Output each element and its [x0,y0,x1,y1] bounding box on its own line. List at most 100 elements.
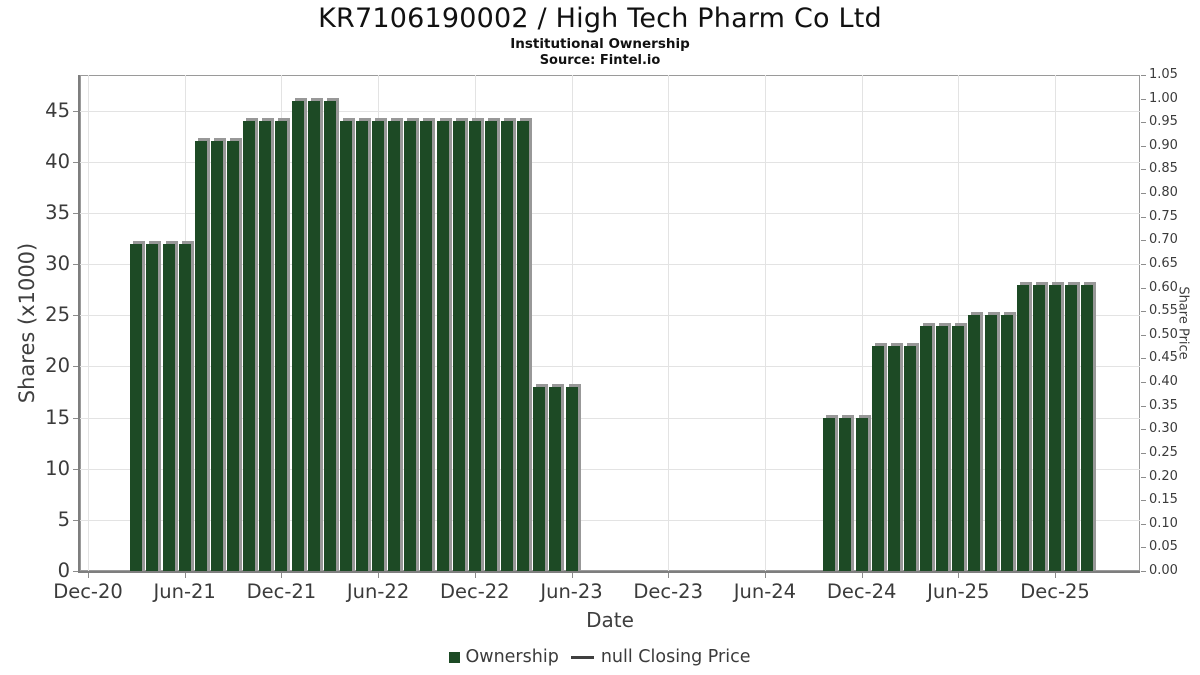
ownership-bar [968,315,981,571]
v-gridline [668,75,670,571]
y-axis-tick-label: 30 [45,252,70,276]
x-axis-tick-label: Dec-22 [440,580,510,603]
y-axis-tick-label: 15 [45,405,70,429]
ownership-bar [1081,284,1094,571]
right-axis-tick-label: 0.25 [1149,444,1178,460]
x-axis-tick [764,573,766,578]
ownership-bar [355,121,368,571]
h-gridline [80,161,1140,163]
ownership-bar [130,243,143,571]
ownership-bar [501,121,514,571]
right-axis-tick [1141,98,1146,100]
y-axis-tick-label: 40 [45,149,70,173]
x-axis-tick-label: Jun-25 [927,580,990,603]
right-axis-tick [1141,169,1146,171]
plot-area: 0 5 10 15 20 25 30 35 40 45 Dec-20 Jun-21 Dec-21 Jun-… [45,67,1178,603]
right-axis-tick-label: 0.75 [1149,208,1178,224]
right-axis-tick-label: 0.60 [1149,279,1178,295]
x-axis-tick [958,573,960,578]
v-gridline [764,75,766,571]
x-axis-tick-label: Dec-23 [633,580,703,603]
y-axis-tick [73,264,78,266]
ownership-bar [1000,315,1013,571]
y-axis-tick-label: 5 [57,507,70,531]
ownership-bar [404,121,417,571]
y-axis-tick [73,366,78,368]
right-axis-tick [1141,75,1146,76]
ownership-bar [952,325,965,571]
right-axis-tick-label: 0.20 [1149,468,1178,484]
y-axis-tick [73,571,78,572]
right-axis-tick [1141,240,1146,242]
ownership-legend-swatch-icon [449,651,461,663]
legend-ownership-label: Ownership [465,647,559,667]
y-axis-tick [73,468,78,470]
right-axis-tick-label: 0.70 [1149,232,1178,248]
right-axis-tick [1141,145,1146,147]
ownership-bar [823,417,836,571]
ownership-bar [452,121,465,571]
y-axis-tick-label: 10 [45,456,70,480]
chart-source: Source: Fintel.io [539,53,661,68]
x-axis-tick-label: Jun-22 [346,580,410,603]
right-axis-tick-label: 0.80 [1149,185,1178,201]
h-gridline [80,264,1140,266]
ownership-bar [436,121,449,571]
ownership-bar [388,121,401,571]
ownership-bar [936,325,949,571]
right-axis-tick-label: 0.50 [1149,326,1178,342]
v-gridline [958,75,960,571]
y-axis-title-right: Share Price [1175,286,1191,360]
y-axis-tick-label: 25 [45,303,70,327]
ownership-bar [468,121,481,571]
right-axis-tick-label: 0.35 [1149,397,1178,413]
right-axis-tick-label: 0.95 [1149,114,1178,130]
ownership-bar [839,417,852,571]
chart-title: KR7106190002 / High Tech Pharm Co Ltd [318,3,882,34]
ownership-bar [372,121,385,571]
ownership-bar [243,121,256,571]
x-axis-title: Date [586,608,634,632]
y-axis-title-left: Shares (x1000) [15,242,39,404]
ownership-bar [1049,284,1062,571]
x-axis-tick [88,573,89,578]
right-axis-tick-label: 1.00 [1149,90,1178,106]
right-axis-tick-label: 1.05 [1149,67,1178,82]
right-axis-tick-label: 0.10 [1149,515,1178,531]
ownership-bar [307,100,320,571]
right-axis-tick-label: 0.85 [1149,161,1178,177]
x-axis-tick-label: Dec-21 [246,580,317,603]
right-axis-tick-label: 0.05 [1149,539,1178,555]
ownership-bar [484,121,497,571]
y-axis-tick [73,213,78,215]
right-axis-tick-label: 0.65 [1149,255,1178,271]
ownership-bar [178,243,191,571]
y-axis-tick [73,519,78,521]
legend: Ownership null Closing Price [0,645,1200,669]
right-axis-tick [1141,571,1146,572]
ownership-bar [871,346,884,571]
x-axis-tick-label: Jun-24 [733,580,797,603]
x-axis-tick [571,573,573,578]
x-axis-tick-label: Jun-21 [153,580,216,603]
h-gridline [80,366,1140,368]
y-axis-tick [73,417,78,419]
ownership-bar [194,141,207,571]
right-axis-tick-label: 0.15 [1149,492,1178,508]
v-gridline [571,75,573,571]
y-axis-tick [73,315,78,317]
right-axis-tick-label: 0.45 [1149,350,1178,366]
ownership-bar [1016,284,1029,571]
h-gridline [80,110,1140,112]
right-axis-tick [1141,547,1146,549]
right-axis-tick [1141,405,1146,407]
h-gridline [80,417,1140,419]
ownership-bar [227,141,240,571]
right-axis-tick-label: 0.55 [1149,303,1178,319]
y-axis-tick-label: 45 [45,98,70,122]
ownership-bar [1065,284,1078,571]
ownership-bar [259,121,272,571]
ownership-bar [1032,284,1045,571]
x-axis-tick [378,573,380,578]
chart-subtitle: Institutional Ownership [510,36,690,52]
